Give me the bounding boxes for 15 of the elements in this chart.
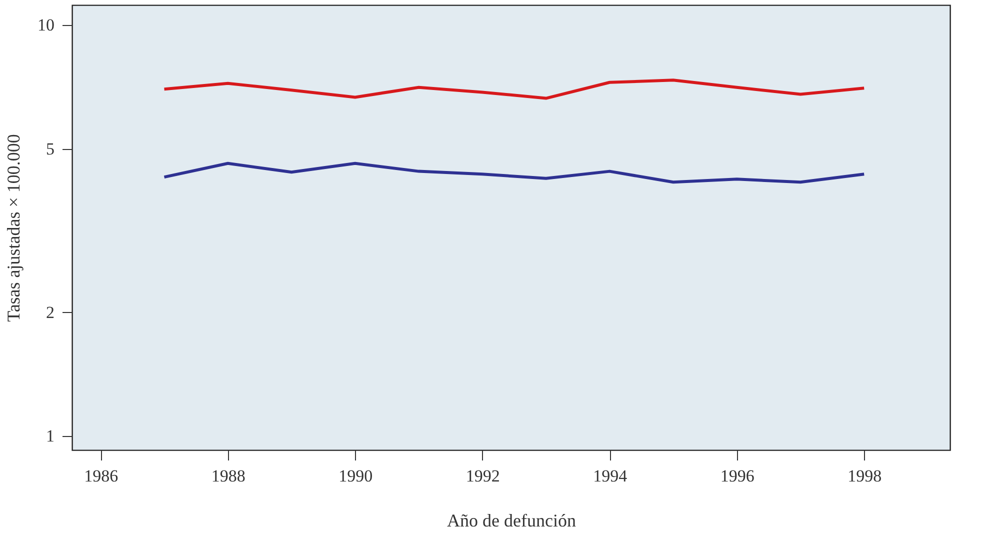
x-tick-label: 1992 — [466, 466, 500, 486]
x-tick-label: 1988 — [211, 466, 246, 486]
x-tick-label: 1986 — [84, 466, 118, 486]
y-tick-label: 2 — [46, 302, 54, 322]
x-tick-label: 1996 — [720, 466, 754, 486]
y-axis-title: Tasas ajustadas × 100.000 — [4, 134, 24, 322]
y-tick-label: 5 — [46, 139, 54, 158]
line-series — [162, 78, 866, 100]
x-tick-label: 1998 — [848, 466, 882, 486]
y-tick-label: 1 — [46, 426, 54, 446]
line-series — [162, 162, 866, 184]
x-tick-label: 1994 — [593, 466, 628, 486]
y-tick-label: 10 — [38, 16, 54, 35]
x-tick-label: 1990 — [338, 466, 373, 486]
x-axis-title: Año de defunción — [447, 510, 576, 530]
